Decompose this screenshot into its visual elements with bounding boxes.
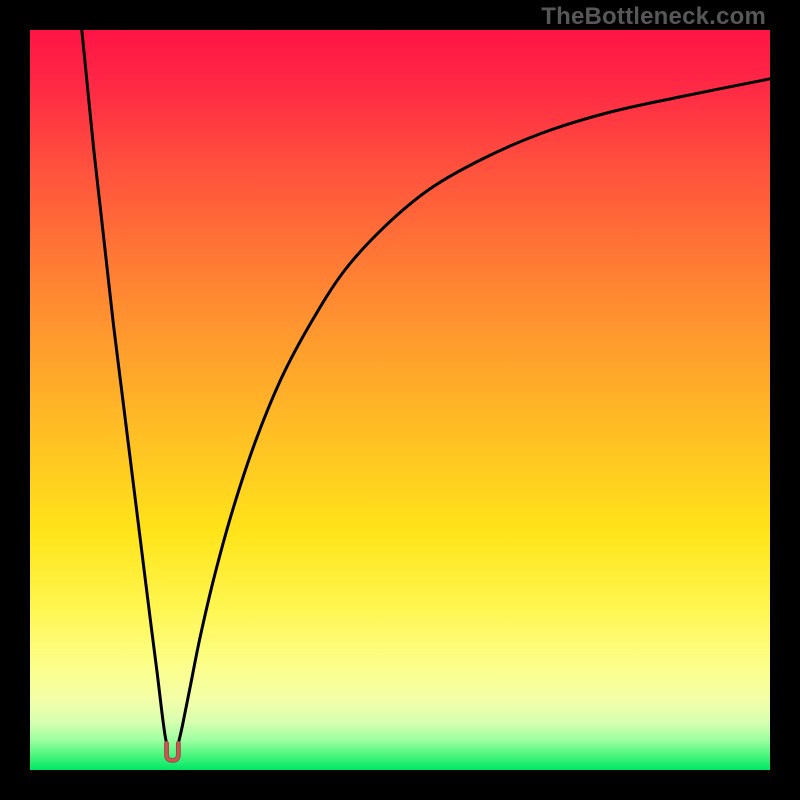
plot-area	[30, 30, 770, 770]
chart-svg	[0, 0, 800, 800]
bottleneck-chart: TheBottleneck.com	[0, 0, 800, 800]
watermark-text: TheBottleneck.com	[541, 3, 766, 31]
